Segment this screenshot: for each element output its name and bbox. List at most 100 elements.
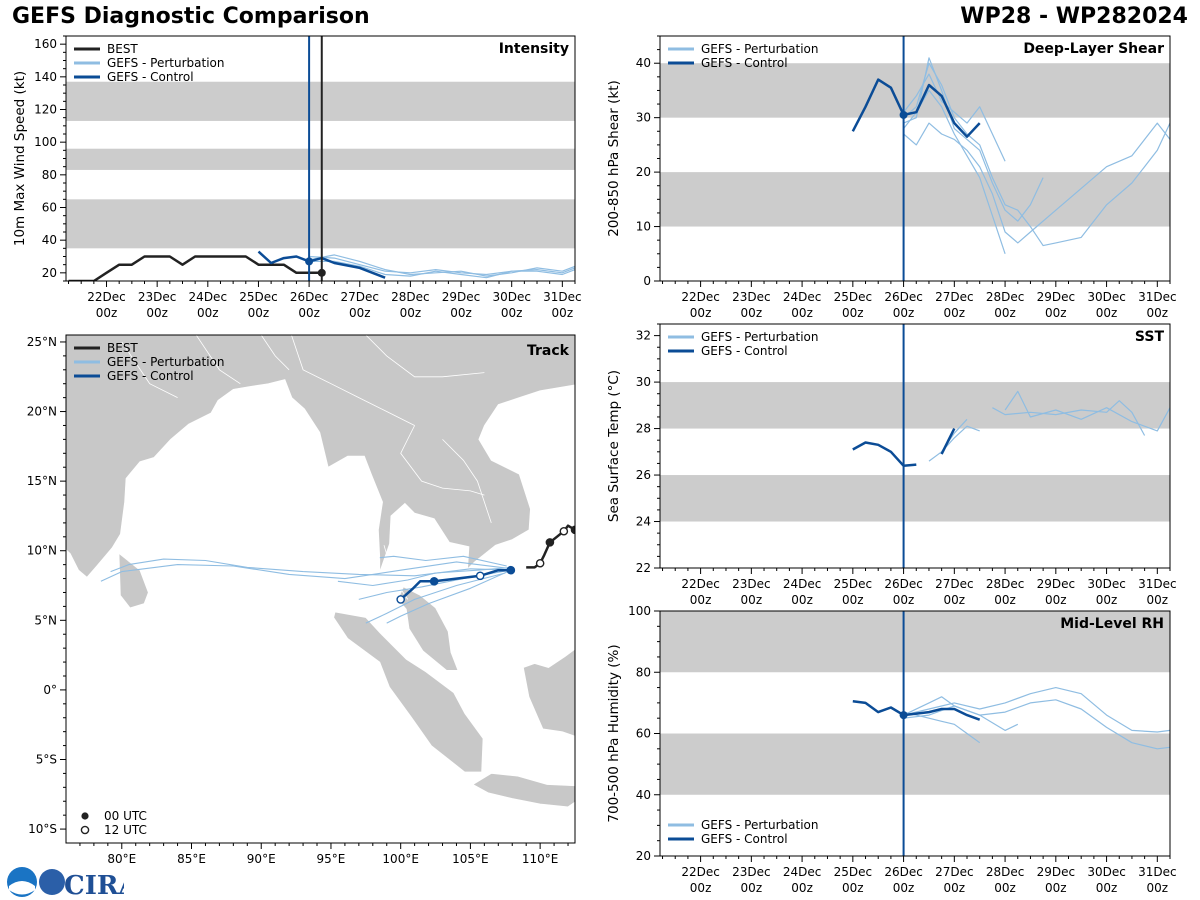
series-line-perturbation [903,122,1170,244]
x-tick-label-hour: 00z [842,881,864,895]
x-tick-label-hour: 00z [1045,881,1067,895]
x-tick-label-day: 24Dec [189,290,228,304]
y-tick-label: 60 [636,727,651,741]
y-tick-label: 140 [34,70,57,84]
x-tick-label-hour: 00z [450,306,472,320]
track-line-perturbation [379,555,507,567]
panel-title: Intensity [499,41,569,57]
series-line-perturbation [903,57,1044,222]
y-tick-label: 20 [636,165,651,179]
x-tick-label-hour: 00z [842,306,864,320]
x-tick-label-hour: 00z [994,593,1016,607]
x-tick-label-hour: 00z [1045,593,1067,607]
legend-label-control: GEFS - Control [701,56,788,70]
legend-label-best: BEST [107,341,138,355]
y-tick-label: 100 [628,604,651,618]
utc-00-marker [81,812,89,820]
track-marker-00z [429,577,439,586]
threshold-band [660,475,1170,522]
y-tick-label: 40 [636,788,651,802]
track-marker-00z [570,525,575,535]
threshold-band [660,382,1170,429]
y-tick-label: 80 [42,168,57,182]
x-tick-label-hour: 00z [741,306,763,320]
x-tick-label-day: 29Dec [442,290,481,304]
x-tick-label-hour: 00z [197,306,219,320]
y-tick-label: 0 [643,274,651,288]
intensity-panel [60,35,576,287]
legend-label-perturbation: GEFS - Perturbation [701,42,818,56]
x-tick-label-day: 28Dec [391,290,430,304]
track-line-perturbation [337,566,513,587]
x-tick-label-hour: 00z [349,306,371,320]
series-line-perturbation [941,425,980,453]
x-tick-label-hour: 00z [893,593,915,607]
rh-panel [654,610,1171,862]
legend-label-perturbation: GEFS - Perturbation [701,818,818,832]
x-tick-label: 80°E [107,852,136,866]
x-tick-label-day: 31Dec [543,290,582,304]
x-tick-label-day: 23Dec [732,577,771,591]
panel-title: Deep-Layer Shear [1023,41,1164,57]
sst-frame [659,323,1171,569]
x-tick-label-day: 30Dec [1087,865,1126,879]
x-tick-label-day: 26Dec [884,865,923,879]
x-tick-label-hour: 00z [690,306,712,320]
x-tick-label-day: 27Dec [341,290,380,304]
series-line-perturbation [903,696,1019,732]
x-tick-label-day: 26Dec [884,577,923,591]
x-tick-label-day: 24Dec [783,290,822,304]
track-panel [60,334,576,849]
series-marker-best [317,268,326,277]
x-tick-label-hour: 00z [994,306,1016,320]
series-line-perturbation [903,686,1170,733]
x-tick-label-hour: 00z [791,306,813,320]
series-line-control [903,463,917,468]
legend-label-control: GEFS - Control [701,832,788,846]
y-tick-label: 0° [43,683,57,697]
x-tick-label-day: 31Dec [1138,577,1177,591]
x-tick-label-hour: 00z [1045,306,1067,320]
track-marker-12z [475,571,485,581]
x-tick-label-day: 29Dec [1037,865,1076,879]
x-tick-label-day: 25Dec [239,290,278,304]
x-tick-label-hour: 00z [690,593,712,607]
x-tick-label-day: 25Dec [834,290,873,304]
shear-panel [654,35,1171,287]
series-line-best [68,255,322,281]
x-tick-label-hour: 00z [248,306,270,320]
track-marker-12z [559,526,569,536]
x-tick-label-day: 23Dec [138,290,177,304]
threshold-band [660,63,1170,118]
x-tick-label-day: 24Dec [783,865,822,879]
track-line-perturbation [365,572,506,624]
x-tick-label-day: 26Dec [884,290,923,304]
x-tick-label-hour: 00z [944,306,966,320]
x-tick-label-hour: 00z [1096,306,1118,320]
x-tick-label-hour: 00z [893,881,915,895]
y-tick-label: 26 [636,468,651,482]
x-tick-label: 100°E [382,852,419,866]
storm-id: WP28 - WP282024 [960,4,1188,29]
utc-00-label: 00 UTC [104,809,147,823]
threshold-band [66,199,575,249]
x-tick-label-day: 28Dec [986,865,1025,879]
x-tick-label: 105°E [452,852,489,866]
y-tick-label: 20 [636,849,651,863]
y-tick-label: 20 [42,266,57,280]
x-tick-label-day: 27Dec [935,865,974,879]
x-tick-label-hour: 00z [741,593,763,607]
series-line-perturbation [308,254,575,277]
y-tick-label: 60 [42,201,57,215]
y-tick-label: 28 [636,422,651,436]
x-tick-label-hour: 00z [791,881,813,895]
x-tick-label-day: 22Dec [681,290,720,304]
y-tick-label: 40 [636,56,651,70]
legend-label-perturbation: GEFS - Perturbation [701,330,818,344]
